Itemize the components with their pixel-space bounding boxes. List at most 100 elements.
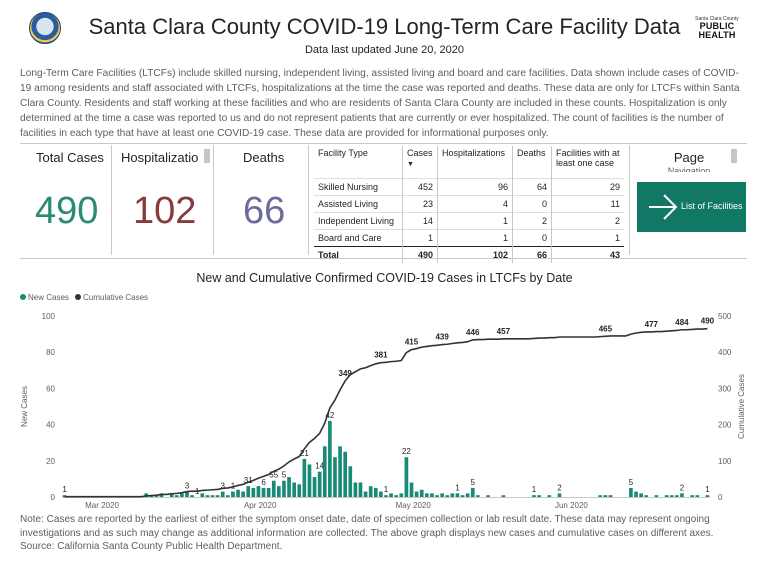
new-cases-bar xyxy=(328,420,332,497)
new-cases-bar xyxy=(634,491,638,497)
new-cases-bar xyxy=(307,464,312,497)
table-cell: 0 xyxy=(512,229,552,247)
table-cell: 2 xyxy=(512,212,552,230)
cumulative-data-label: 465 xyxy=(599,324,613,333)
col-header-hospitalizations[interactable]: Hospitalizations xyxy=(437,146,513,179)
hospitalization-label: Hospitalizatio xyxy=(121,150,199,165)
new-cases-bar xyxy=(348,466,353,497)
table-total-row[interactable]: Total 490 102 66 43 xyxy=(314,246,624,263)
new-cases-bar xyxy=(445,495,450,497)
logo-health-text: HEALTH xyxy=(698,30,736,40)
legend-dot-new-icon xyxy=(20,294,26,300)
y2-tick-label: 400 xyxy=(718,348,732,357)
col-header-deaths[interactable]: Deaths xyxy=(512,146,552,179)
legend-item-cumulative[interactable]: Cumulative Cases xyxy=(75,293,148,302)
table-cell: 452 xyxy=(402,178,438,196)
logo-public-text: PUBLIC xyxy=(699,21,735,31)
new-cases-bar xyxy=(302,458,307,497)
new-cases-bar xyxy=(277,486,281,497)
table-cell: Board and Care xyxy=(314,229,403,247)
table-cell: Skilled Nursing xyxy=(314,178,403,196)
deaths-value: 66 xyxy=(243,190,286,232)
table-row[interactable]: Board and Care 1 1 0 1 xyxy=(314,229,624,247)
hospitalization-value: 102 xyxy=(133,190,197,232)
new-cases-bar xyxy=(317,471,322,497)
page-navigation-subtitle: Navigation xyxy=(667,166,711,172)
y2-tick-label: 500 xyxy=(718,312,732,321)
facility-table: Facility Type Cases ▼ Hospitalizations De… xyxy=(314,146,624,263)
new-cases-bar xyxy=(373,487,378,497)
page-navigation-scrollbar[interactable] xyxy=(731,149,737,163)
table-cell: 1 xyxy=(402,229,438,247)
col-header-facilities[interactable]: Facilities with at least one case xyxy=(551,146,624,179)
list-of-facilities-label: List of Facilities xyxy=(681,201,743,211)
sort-desc-icon: ▼ xyxy=(407,161,414,168)
bar-data-label: 1 xyxy=(532,485,537,494)
y2-axis-title: Cumulative Cases xyxy=(737,374,746,439)
new-cases-bar xyxy=(236,489,240,497)
new-cases-bar xyxy=(282,480,286,497)
card-divider xyxy=(111,145,112,255)
chart-title: New and Cumulative Confirmed COVID-19 Ca… xyxy=(196,271,573,285)
bar-data-label: 31 xyxy=(244,476,253,485)
col-header-facility-type[interactable]: Facility Type xyxy=(318,148,368,158)
new-cases-bar xyxy=(465,493,470,497)
note-text: Note: Cases are reported by the earliest… xyxy=(20,514,714,539)
new-cases-bar xyxy=(246,486,251,497)
new-cases-bar xyxy=(358,482,363,497)
new-cases-bar xyxy=(603,495,608,497)
cumulative-data-label: 484 xyxy=(675,318,689,327)
x-tick-label: Mar 2020 xyxy=(85,501,119,510)
new-cases-bar xyxy=(241,491,245,497)
county-seal-logo xyxy=(29,12,61,44)
new-cases-bar xyxy=(399,493,404,497)
table-cell: 490 xyxy=(402,246,438,263)
new-cases-bar xyxy=(639,493,643,497)
bar-data-label: 1 xyxy=(455,483,460,492)
new-cases-bar xyxy=(695,495,700,497)
new-cases-bar xyxy=(486,495,490,497)
x-tick-label: Apr 2020 xyxy=(244,501,277,510)
new-cases-bar xyxy=(389,493,393,497)
new-cases-bar xyxy=(256,486,261,497)
cumulative-data-label: 349 xyxy=(339,369,353,378)
new-cases-bar xyxy=(174,495,179,497)
bar-data-label: 3 xyxy=(220,482,225,491)
header: Santa Clara County COVID-19 Long-Term Ca… xyxy=(0,0,769,60)
public-health-logo: Santa Clara County PUBLIC HEALTH xyxy=(692,17,742,40)
y-tick-label: 0 xyxy=(51,493,56,502)
legend-item-new-cases[interactable]: New Cases xyxy=(20,293,69,302)
y-tick-label: 40 xyxy=(46,421,55,430)
new-cases-bar xyxy=(190,495,194,497)
table-row[interactable]: Assisted Living 23 4 0 11 xyxy=(314,195,624,213)
table-cell: 14 xyxy=(402,212,438,230)
table-cell: Total xyxy=(314,246,403,263)
new-cases-bar xyxy=(384,495,388,497)
new-cases-bar xyxy=(430,493,434,497)
table-cell: 11 xyxy=(551,195,624,213)
new-cases-bar xyxy=(450,493,455,497)
table-cell: 1 xyxy=(437,229,513,247)
table-cell: Assisted Living xyxy=(314,195,403,213)
new-cases-bar xyxy=(501,495,506,497)
new-cases-bar xyxy=(225,495,230,497)
new-cases-bar xyxy=(460,495,465,497)
new-cases-bar xyxy=(419,489,424,497)
list-of-facilities-button[interactable]: List of Facilities xyxy=(637,182,746,232)
new-cases-bar xyxy=(312,477,317,497)
table-row[interactable]: Skilled Nursing 452 96 64 29 xyxy=(314,178,624,196)
new-cases-bar xyxy=(231,491,235,497)
hospitalization-scrollbar[interactable] xyxy=(204,149,210,163)
bar-data-label: 21 xyxy=(300,449,309,458)
x-tick-label: May 2020 xyxy=(396,501,432,510)
deaths-label: Deaths xyxy=(243,150,285,165)
y2-tick-label: 300 xyxy=(718,384,732,393)
bar-data-label: 2 xyxy=(680,483,685,492)
bar-data-label: 2 xyxy=(557,483,562,492)
col-header-cases[interactable]: Cases ▼ xyxy=(402,146,438,179)
new-cases-bar xyxy=(644,495,649,497)
new-cases-bar xyxy=(455,493,460,497)
table-row[interactable]: Independent Living 14 1 2 2 xyxy=(314,212,624,230)
bar-data-label: 55 xyxy=(269,471,278,480)
new-cases-bar xyxy=(629,487,633,497)
